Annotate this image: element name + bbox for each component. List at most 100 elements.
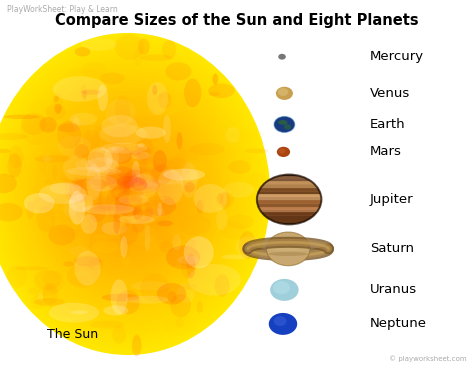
- Ellipse shape: [27, 79, 229, 309]
- Ellipse shape: [132, 188, 158, 194]
- Ellipse shape: [91, 152, 165, 236]
- Ellipse shape: [222, 254, 248, 259]
- Ellipse shape: [90, 116, 95, 138]
- Ellipse shape: [223, 182, 255, 198]
- Ellipse shape: [92, 154, 164, 234]
- Ellipse shape: [105, 168, 151, 220]
- Ellipse shape: [118, 173, 136, 178]
- Ellipse shape: [85, 146, 171, 242]
- Ellipse shape: [14, 65, 242, 323]
- Ellipse shape: [215, 274, 229, 297]
- Ellipse shape: [84, 154, 110, 163]
- Ellipse shape: [75, 134, 181, 254]
- Ellipse shape: [0, 39, 265, 349]
- Ellipse shape: [278, 120, 288, 125]
- Ellipse shape: [81, 84, 86, 97]
- Ellipse shape: [162, 40, 176, 59]
- Ellipse shape: [76, 186, 100, 209]
- Ellipse shape: [83, 130, 100, 149]
- Ellipse shape: [70, 270, 94, 298]
- Ellipse shape: [181, 255, 195, 279]
- Ellipse shape: [228, 160, 251, 174]
- Ellipse shape: [0, 203, 23, 221]
- Ellipse shape: [103, 210, 126, 234]
- Ellipse shape: [180, 215, 211, 235]
- Ellipse shape: [39, 117, 57, 132]
- Ellipse shape: [111, 175, 133, 198]
- Text: PlayWorkSheet: Play & Learn: PlayWorkSheet: Play & Learn: [7, 5, 118, 15]
- Ellipse shape: [197, 301, 203, 313]
- Ellipse shape: [61, 117, 195, 270]
- Ellipse shape: [53, 76, 107, 102]
- Ellipse shape: [132, 206, 143, 220]
- Ellipse shape: [130, 151, 140, 156]
- Ellipse shape: [228, 214, 254, 229]
- Ellipse shape: [12, 63, 244, 325]
- Ellipse shape: [186, 253, 195, 279]
- Ellipse shape: [104, 147, 119, 169]
- Ellipse shape: [49, 303, 100, 323]
- Ellipse shape: [35, 155, 71, 163]
- Ellipse shape: [138, 38, 150, 55]
- Ellipse shape: [94, 156, 162, 232]
- Ellipse shape: [54, 96, 59, 102]
- Ellipse shape: [44, 111, 71, 124]
- Ellipse shape: [95, 146, 130, 163]
- Ellipse shape: [59, 221, 89, 229]
- Ellipse shape: [157, 232, 172, 248]
- Ellipse shape: [9, 145, 23, 168]
- Text: Neptune: Neptune: [370, 317, 427, 330]
- Text: Jupiter: Jupiter: [370, 193, 413, 206]
- Ellipse shape: [78, 138, 178, 250]
- Text: Mars: Mars: [370, 145, 401, 158]
- Ellipse shape: [181, 284, 197, 290]
- Ellipse shape: [66, 124, 190, 264]
- Ellipse shape: [126, 201, 144, 226]
- Ellipse shape: [153, 98, 181, 115]
- Ellipse shape: [113, 161, 144, 183]
- Ellipse shape: [181, 162, 198, 198]
- Ellipse shape: [122, 170, 146, 198]
- Ellipse shape: [190, 143, 225, 156]
- Ellipse shape: [73, 117, 79, 131]
- Ellipse shape: [21, 73, 235, 315]
- Ellipse shape: [0, 149, 10, 153]
- Ellipse shape: [137, 146, 151, 160]
- Ellipse shape: [112, 188, 141, 199]
- Ellipse shape: [67, 69, 98, 76]
- Ellipse shape: [123, 188, 133, 200]
- Text: Compare Sizes of the Sun and Eight Planets: Compare Sizes of the Sun and Eight Plane…: [55, 13, 419, 28]
- Ellipse shape: [177, 255, 200, 264]
- Ellipse shape: [212, 74, 218, 85]
- Ellipse shape: [157, 202, 162, 216]
- Ellipse shape: [41, 96, 215, 293]
- Ellipse shape: [117, 182, 138, 206]
- Circle shape: [269, 313, 297, 335]
- Ellipse shape: [115, 96, 130, 123]
- Ellipse shape: [93, 234, 119, 239]
- Ellipse shape: [23, 75, 233, 313]
- Ellipse shape: [41, 132, 76, 154]
- Ellipse shape: [130, 152, 151, 160]
- Ellipse shape: [34, 87, 222, 301]
- Ellipse shape: [109, 179, 140, 186]
- Ellipse shape: [147, 82, 168, 115]
- Ellipse shape: [21, 116, 55, 145]
- Ellipse shape: [164, 147, 198, 167]
- Ellipse shape: [118, 194, 149, 205]
- Ellipse shape: [155, 89, 167, 101]
- Ellipse shape: [36, 89, 220, 299]
- Ellipse shape: [48, 291, 80, 316]
- Ellipse shape: [43, 155, 52, 162]
- Ellipse shape: [112, 326, 126, 344]
- Ellipse shape: [57, 123, 79, 132]
- Ellipse shape: [38, 292, 43, 301]
- Ellipse shape: [127, 178, 157, 193]
- Ellipse shape: [202, 100, 217, 123]
- Ellipse shape: [123, 241, 130, 258]
- Ellipse shape: [230, 129, 264, 140]
- Ellipse shape: [82, 204, 135, 214]
- Ellipse shape: [36, 206, 55, 232]
- Ellipse shape: [0, 177, 5, 184]
- Ellipse shape: [136, 204, 160, 224]
